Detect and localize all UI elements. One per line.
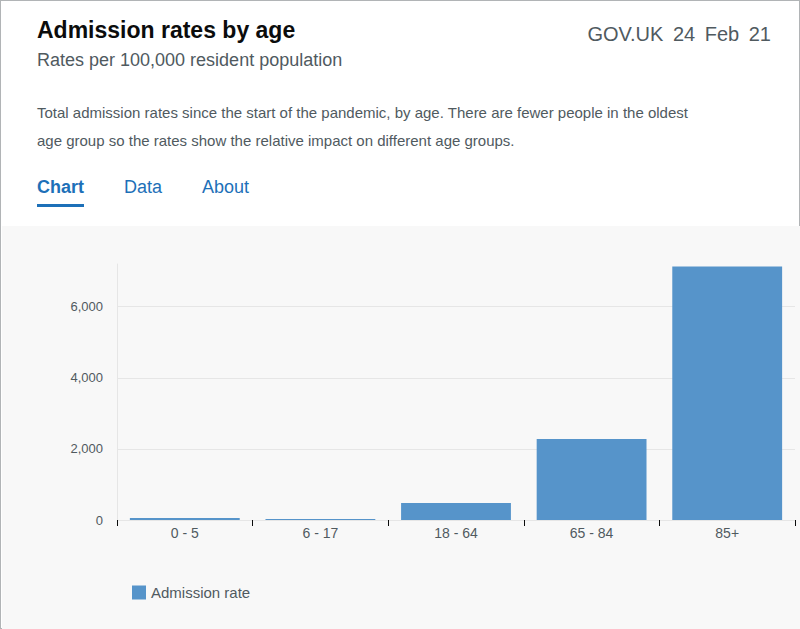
html-text:24 Feb 21: 24 Feb 21 [672,23,771,45]
svg-text:6,000: 6,000 [70,299,103,314]
html-text:GOV.UK: GOV.UK [587,23,664,45]
html-text:Admission rates by age: Admission rates by age [37,17,296,43]
svg-text:0 - 5: 0 - 5 [171,525,199,541]
svg-text:65 - 84: 65 - 84 [570,525,614,541]
svg-text:85+: 85+ [715,525,739,541]
svg-text:18 - 64: 18 - 64 [434,525,478,541]
svg-text:Admission rate: Admission rate [151,584,250,601]
html-text:Data: Data [124,177,162,197]
svg-text:2,000: 2,000 [70,441,103,456]
svg-text:0: 0 [96,513,103,528]
html-text:Total admission rates since th: Total admission rates since the start of… [37,104,688,149]
html-text:About: About [202,177,250,197]
html-text:Rates per 100,000 resident pop: Rates per 100,000 resident population [37,50,343,70]
html-text:Chart: Chart [37,177,84,197]
svg-text:6 - 17: 6 - 17 [302,525,338,541]
svg-text:4,000: 4,000 [70,370,103,385]
